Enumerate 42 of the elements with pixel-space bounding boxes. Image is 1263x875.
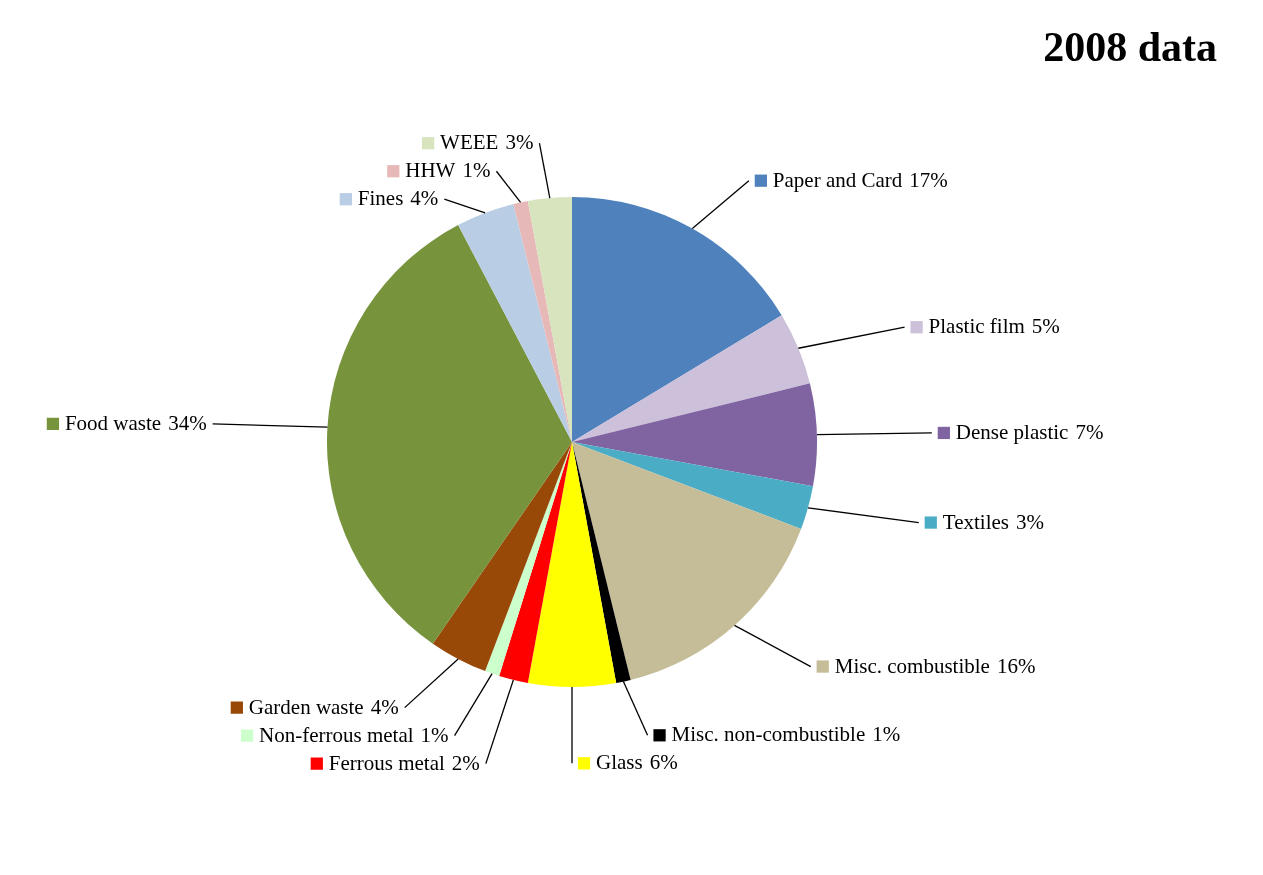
pie-slice (527, 442, 617, 687)
pie-slice (572, 442, 802, 680)
pie-slice (485, 442, 572, 676)
data-label: 1% (420, 722, 449, 747)
pie-slice (527, 197, 572, 442)
pie-slice (458, 204, 572, 442)
legend-label: WEEE (440, 130, 499, 155)
pie-slice (432, 442, 572, 672)
data-label: 4% (370, 694, 399, 719)
legend-label: Misc. non-combustible (671, 722, 866, 747)
data-label: 17% (909, 167, 948, 192)
legend-label: HHW (405, 158, 456, 183)
legend-label: Fines (357, 186, 404, 211)
legend-label: Paper and Card (772, 167, 903, 192)
data-label: 34% (168, 410, 207, 435)
data-label: 3% (1015, 509, 1044, 534)
data-label: 5% (1031, 314, 1060, 339)
legend-label: Glass (596, 750, 643, 775)
chart-title: 2008 data (1043, 24, 1217, 70)
data-label: 2% (451, 750, 480, 775)
legend-label: Garden waste (248, 694, 364, 719)
pie-slice (572, 315, 810, 442)
legend-label: Ferrous metal (328, 750, 446, 775)
data-label: 7% (1075, 419, 1104, 444)
legend-label: Plastic film (928, 314, 1025, 339)
pie-slice (572, 442, 813, 529)
data-label: 4% (410, 186, 439, 211)
legend-label: Food waste (64, 410, 162, 435)
data-label: 16% (996, 653, 1036, 678)
pie-slice (499, 442, 572, 683)
data-label: 3% (505, 130, 534, 155)
data-label: 1% (462, 158, 491, 183)
legend-label: Non-ferrous metal (259, 722, 414, 747)
legend-label: Textiles (942, 509, 1009, 534)
legend-label: Misc. combustible (834, 653, 990, 678)
pie-slice (572, 197, 782, 442)
pie-slice (327, 225, 572, 644)
pie-slice (513, 201, 572, 442)
data-label: 1% (872, 722, 901, 747)
data-label: 6% (649, 750, 678, 775)
pie-slice (572, 383, 817, 487)
legend-label: Dense plastic (955, 419, 1069, 444)
